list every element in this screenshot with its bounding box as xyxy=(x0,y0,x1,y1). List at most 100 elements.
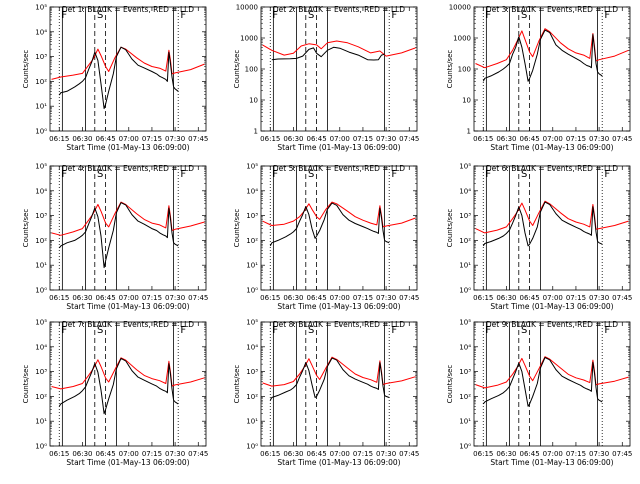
phase-annotation: S xyxy=(521,10,527,21)
lld-series-line xyxy=(51,201,205,236)
x-tick-label: 07:30 xyxy=(165,294,185,302)
y-tick-label: 10³ xyxy=(35,53,47,61)
events-series-line xyxy=(58,46,179,110)
phase-annotation: S xyxy=(521,325,527,336)
phase-annotation: F xyxy=(272,325,278,336)
x-tick-label: 07:00 xyxy=(543,450,563,458)
phase-annotation: F xyxy=(272,169,278,180)
phase-annotation: F xyxy=(61,169,67,180)
y-tick-label: 10⁴ xyxy=(246,343,258,351)
y-tick-label: 10⁴ xyxy=(459,187,471,195)
y-axis-label: Counts/sec xyxy=(22,209,30,248)
x-tick-label: 06:30 xyxy=(283,294,303,302)
lld-series-line xyxy=(262,201,416,228)
phase-annotation: F xyxy=(180,325,186,336)
x-tick-label: 07:00 xyxy=(330,450,350,458)
x-tick-label: 07:30 xyxy=(165,450,185,458)
phase-annotation: F xyxy=(485,169,491,180)
y-tick-label: 10³ xyxy=(459,368,471,376)
y-tick-label: 10⁴ xyxy=(35,343,47,351)
x-tick-label: 06:30 xyxy=(283,135,303,143)
events-series-line xyxy=(482,357,603,407)
x-tick-label: 07:00 xyxy=(543,135,563,143)
x-axis-label: Start Time (01-May-13 06:09:00) xyxy=(490,458,613,467)
y-tick-label: 10¹ xyxy=(246,418,258,426)
plot-frame xyxy=(260,321,418,447)
phase-annotation: S xyxy=(97,325,103,336)
x-tick-label: 06:30 xyxy=(72,450,92,458)
y-tick-label: 10¹ xyxy=(459,418,471,426)
panel-title: Det 3: BLACK = Events, RED = LLD xyxy=(486,5,618,14)
x-tick-label: 07:45 xyxy=(188,450,208,458)
y-tick-label: 10³ xyxy=(246,212,258,220)
lld-series-line xyxy=(51,46,205,80)
y-tick-label: 100 xyxy=(245,66,258,74)
x-tick-label: 07:30 xyxy=(376,135,396,143)
y-tick-label: 10² xyxy=(459,393,471,401)
x-axis-label: Start Time (01-May-13 06:09:00) xyxy=(277,458,400,467)
events-series-line xyxy=(482,29,603,82)
x-tick-label: 06:30 xyxy=(496,450,516,458)
x-tick-label: 06:15 xyxy=(260,450,280,458)
y-axis-label: Counts/sec xyxy=(233,365,241,404)
x-tick-label: 07:30 xyxy=(376,450,396,458)
y-tick-label: 10⁵ xyxy=(246,163,258,171)
x-tick-label: 06:45 xyxy=(520,135,540,143)
y-tick-label: 10000 xyxy=(449,4,471,12)
events-series-line xyxy=(271,46,385,61)
y-tick-label: 10² xyxy=(35,237,47,245)
y-tick-label: 10⁵ xyxy=(35,4,47,12)
y-tick-label: 10⁴ xyxy=(35,187,47,195)
phase-annotation: F xyxy=(604,169,610,180)
phase-annotation: F xyxy=(604,10,610,21)
phase-annotation: F xyxy=(485,10,491,21)
y-tick-label: 1 xyxy=(467,128,471,136)
x-tick-label: 07:45 xyxy=(188,135,208,143)
x-tick-label: 07:45 xyxy=(188,294,208,302)
y-tick-label: 10000 xyxy=(236,4,258,12)
x-tick-label: 06:15 xyxy=(473,135,493,143)
x-tick-label: 06:30 xyxy=(496,135,516,143)
phase-annotation: F xyxy=(180,10,186,21)
lld-series-line xyxy=(51,357,205,390)
lld-series-line xyxy=(475,28,629,69)
x-tick-label: 07:15 xyxy=(142,294,162,302)
x-tick-label: 06:45 xyxy=(96,294,116,302)
x-tick-label: 07:00 xyxy=(330,135,350,143)
y-tick-label: 10⁰ xyxy=(246,287,258,295)
x-tick-label: 06:30 xyxy=(72,135,92,143)
phase-annotation: S xyxy=(97,169,103,180)
y-tick-label: 10¹ xyxy=(35,262,47,270)
panel-title: Det 5: BLACK = Events, RED = LLD xyxy=(273,164,405,173)
y-tick-label: 10¹ xyxy=(35,418,47,426)
phase-annotation: F xyxy=(61,325,67,336)
x-tick-label: 07:00 xyxy=(330,294,350,302)
x-tick-label: 07:45 xyxy=(612,450,632,458)
y-tick-label: 10⁴ xyxy=(35,28,47,36)
y-tick-label: 10² xyxy=(246,237,258,245)
x-tick-label: 07:00 xyxy=(119,450,139,458)
phase-annotation: F xyxy=(391,169,397,180)
y-tick-label: 10² xyxy=(459,237,471,245)
phase-annotation: F xyxy=(604,325,610,336)
x-tick-label: 07:15 xyxy=(566,450,586,458)
y-tick-label: 10¹ xyxy=(246,262,258,270)
y-tick-label: 1000 xyxy=(240,35,258,43)
x-tick-label: 07:45 xyxy=(399,450,419,458)
x-tick-label: 07:00 xyxy=(119,294,139,302)
y-tick-label: 1 xyxy=(254,128,258,136)
x-tick-label: 07:30 xyxy=(165,135,185,143)
phase-annotation: F xyxy=(391,10,397,21)
x-tick-label: 07:30 xyxy=(589,294,609,302)
panel-title: Det 7: BLACK = Events, RED = LLD xyxy=(62,320,194,329)
x-tick-label: 07:15 xyxy=(142,135,162,143)
x-axis-label: Start Time (01-May-13 06:09:00) xyxy=(490,143,613,152)
plot-frame xyxy=(49,165,207,291)
y-tick-label: 10⁰ xyxy=(246,443,258,451)
y-tick-label: 10² xyxy=(35,78,47,86)
